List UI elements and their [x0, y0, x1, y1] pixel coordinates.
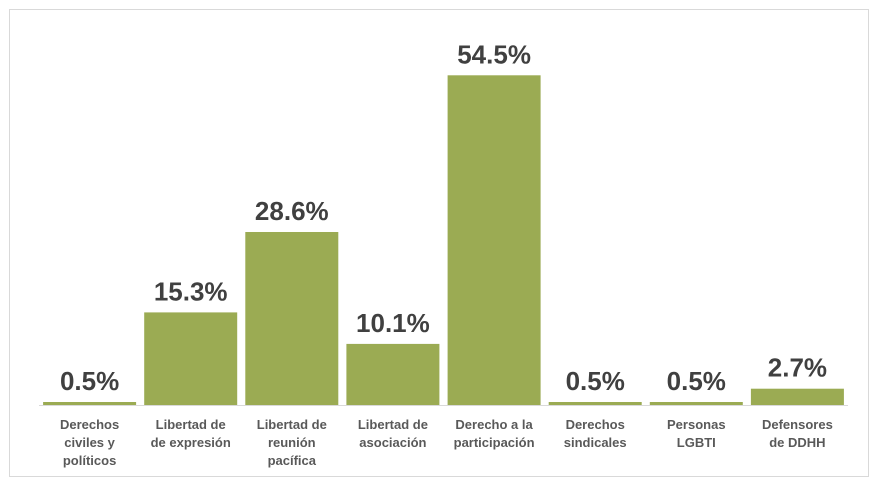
- category-label-line: Derecho a la: [455, 417, 533, 432]
- bar-4: [447, 75, 541, 406]
- category-label-line: Libertad de: [257, 417, 327, 432]
- chart-frame: 0.5% 15.3% 28.6% 10.1% 54.5% 0.5% 0.5% 2.7% Der…: [9, 9, 869, 477]
- category-label-line: Libertad de: [156, 417, 226, 432]
- bars-group: [43, 75, 844, 406]
- value-label-7: 2.7%: [768, 353, 827, 383]
- value-label-2: 28.6%: [255, 196, 329, 226]
- category-label-line: de DDHH: [769, 435, 825, 450]
- bar-6: [649, 402, 743, 405]
- category-label-line: reunión: [268, 435, 316, 450]
- category-label-line: Derechos: [60, 417, 119, 432]
- bar-chart: 0.5% 15.3% 28.6% 10.1% 54.5% 0.5% 0.5% 2.7% Der…: [39, 39, 848, 468]
- category-label-7: Defensores de DDHH: [762, 417, 833, 450]
- value-label-5: 0.5%: [566, 366, 625, 396]
- category-label-line: Defensores: [762, 417, 833, 432]
- category-label-line: Personas: [667, 417, 726, 432]
- bar-5: [548, 402, 642, 405]
- category-label-line: LGBTI: [677, 435, 716, 450]
- category-label-1: Libertad de de expresión: [151, 417, 231, 450]
- bar-3: [346, 343, 440, 405]
- category-labels-group: Derechos civiles y políticos Libertad de de …: [60, 417, 833, 468]
- category-label-line: de expresión: [151, 435, 231, 450]
- category-label-2: Libertad de reunión pacífica: [257, 417, 327, 468]
- value-label-0: 0.5%: [60, 366, 119, 396]
- category-label-4: Derecho a la participación: [454, 417, 535, 450]
- category-label-line: Libertad de: [358, 417, 428, 432]
- category-label-3: Libertad de asociación: [358, 417, 428, 450]
- category-label-line: políticos: [63, 453, 116, 468]
- bar-1: [144, 312, 238, 405]
- category-label-line: pacífica: [268, 453, 317, 468]
- category-label-line: participación: [454, 435, 535, 450]
- category-label-6: Personas LGBTI: [667, 417, 726, 450]
- category-label-line: sindicales: [564, 435, 627, 450]
- category-label-5: Derechos sindicales: [564, 417, 627, 450]
- value-label-3: 10.1%: [356, 308, 430, 338]
- category-label-line: Derechos: [566, 417, 625, 432]
- value-label-4: 54.5%: [457, 39, 531, 69]
- value-label-1: 15.3%: [154, 276, 228, 306]
- bar-2: [245, 232, 339, 405]
- bar-7: [750, 388, 844, 405]
- category-label-line: asociación: [359, 435, 426, 450]
- category-label-line: civiles y: [64, 435, 115, 450]
- bar-0: [43, 402, 137, 405]
- value-label-6: 0.5%: [667, 366, 726, 396]
- category-label-0: Derechos civiles y políticos: [60, 417, 119, 468]
- value-labels-group: 0.5% 15.3% 28.6% 10.1% 54.5% 0.5% 0.5% 2.7%: [60, 39, 827, 396]
